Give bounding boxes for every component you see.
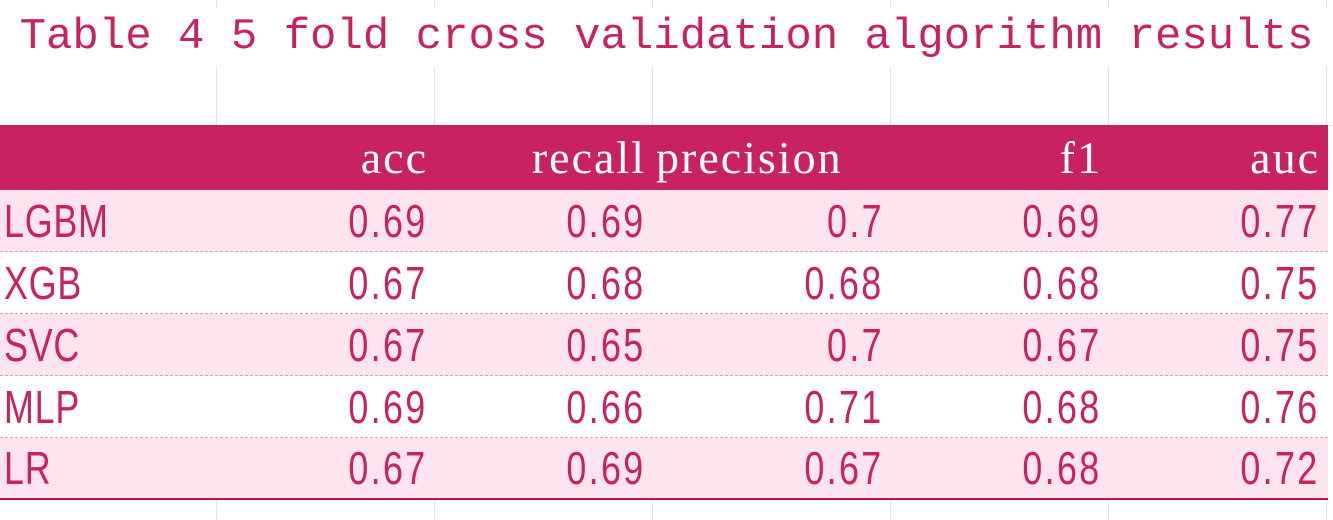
header-cell-auc: auc bbox=[1250, 132, 1320, 183]
header-cell-recall: recall bbox=[531, 132, 646, 183]
table-header-row: acc recall precision f1 auc bbox=[0, 125, 1328, 190]
model-cell: MLP bbox=[4, 380, 81, 433]
header-cell-model bbox=[0, 125, 216, 190]
table-row: LGBM 0.69 0.69 0.7 0.69 0.77 bbox=[0, 190, 1328, 252]
f1-cell: 0.67 bbox=[1022, 318, 1102, 371]
table-row: XGB 0.67 0.68 0.68 0.68 0.75 bbox=[0, 252, 1328, 314]
f1-cell: 0.69 bbox=[1022, 194, 1102, 247]
model-cell: SVC bbox=[4, 318, 81, 371]
recall-cell: 0.69 bbox=[566, 194, 646, 247]
precision-cell: 0.68 bbox=[804, 256, 884, 309]
model-cell: LR bbox=[4, 442, 52, 494]
f1-cell: 0.68 bbox=[1022, 256, 1102, 309]
table-row: MLP 0.69 0.66 0.71 0.68 0.76 bbox=[0, 376, 1328, 438]
table-row: LR 0.67 0.69 0.67 0.68 0.72 bbox=[0, 438, 1328, 500]
f1-cell: 0.68 bbox=[1022, 442, 1102, 494]
acc-cell: 0.67 bbox=[348, 318, 428, 371]
acc-cell: 0.69 bbox=[348, 194, 428, 247]
header-cell-acc: acc bbox=[360, 132, 428, 183]
acc-cell: 0.67 bbox=[348, 442, 428, 494]
results-table: acc recall precision f1 auc LGBM 0.69 0.… bbox=[0, 125, 1328, 500]
recall-cell: 0.65 bbox=[566, 318, 646, 371]
acc-cell: 0.67 bbox=[348, 256, 428, 309]
recall-cell: 0.66 bbox=[566, 380, 646, 433]
table-row: SVC 0.67 0.65 0.7 0.67 0.75 bbox=[0, 314, 1328, 376]
auc-cell: 0.76 bbox=[1240, 380, 1320, 433]
auc-cell: 0.75 bbox=[1240, 318, 1320, 371]
model-cell: LGBM bbox=[4, 194, 109, 247]
recall-cell: 0.68 bbox=[566, 256, 646, 309]
header-cell-f1: f1 bbox=[1059, 132, 1102, 183]
acc-cell: 0.69 bbox=[348, 380, 428, 433]
precision-cell: 0.67 bbox=[804, 442, 884, 494]
auc-cell: 0.77 bbox=[1240, 194, 1320, 247]
precision-cell: 0.7 bbox=[827, 194, 884, 247]
recall-cell: 0.69 bbox=[566, 442, 646, 494]
f1-cell: 0.68 bbox=[1022, 380, 1102, 433]
table-title: Table 4 5 fold cross validation algorith… bbox=[0, 8, 1333, 66]
auc-cell: 0.72 bbox=[1240, 442, 1320, 494]
model-cell: XGB bbox=[4, 256, 83, 309]
precision-cell: 0.71 bbox=[804, 380, 884, 433]
auc-cell: 0.75 bbox=[1240, 256, 1320, 309]
precision-cell: 0.7 bbox=[827, 318, 884, 371]
header-cell-precision: precision bbox=[656, 132, 843, 183]
